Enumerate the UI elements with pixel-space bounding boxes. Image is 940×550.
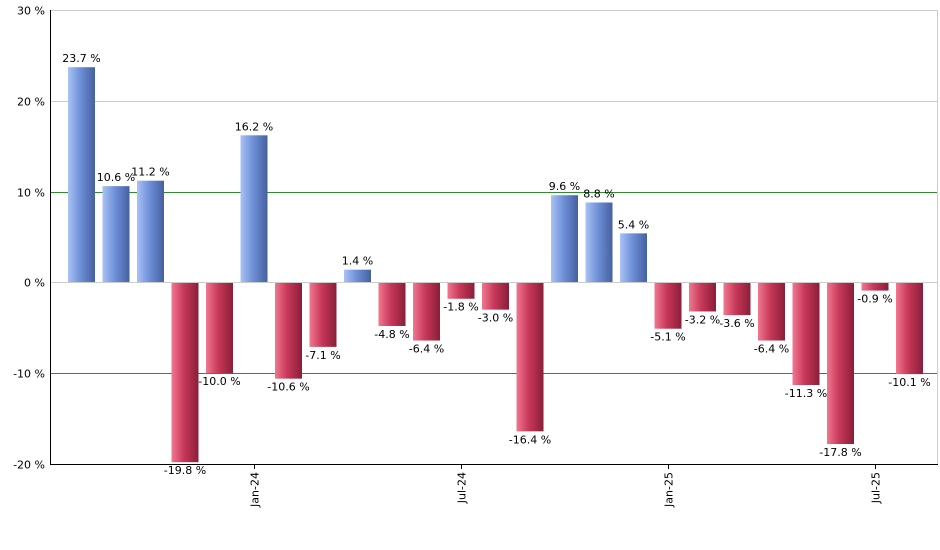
bar [447,282,475,299]
bar [896,282,923,375]
bar [413,282,440,341]
y-tick-label: -20 % [13,459,45,472]
data-label: -10.0 % [198,375,240,388]
data-labels: 23.7 % 10.6 %11.2 % -19.8 % -10.0 % 16.2 % -1… [62,52,930,477]
y-tick-label: 20 % [17,96,45,109]
axes: 30 % 20 % 10 % 0 % -10 % -20 % Jan-24 Jul-24 Jan… [13,5,938,508]
bars [68,67,923,463]
bar [309,282,337,347]
bar [102,186,130,283]
data-label: -6.4 % [754,343,789,356]
data-label: -6.4 % [409,343,444,356]
data-label: -16.4 % [509,433,551,446]
bar [689,282,716,312]
x-tick-label: Jul-24 [456,472,469,504]
data-label: 5.4 % [618,218,649,231]
data-label: 16.2 % [235,120,273,133]
data-label: 9.6 % [549,180,580,193]
bar [482,282,509,310]
data-label: -0.9 % [857,293,892,306]
data-label: -10.1 % [888,376,930,389]
bar [654,282,682,329]
data-label: -10.6 % [267,381,309,394]
data-label: -19.8 % [164,464,206,477]
y-tick-label: -10 % [13,368,45,381]
data-label: -7.1 % [305,349,340,362]
bar [68,67,95,283]
data-label: -17.8 % [819,446,861,459]
bar [516,282,544,432]
bar [378,282,406,326]
bar [861,282,889,291]
data-label: -3.2 % [685,313,720,326]
bar [240,135,268,283]
data-label: -4.8 % [374,328,409,341]
bar [275,282,302,379]
data-label: -11.3 % [785,387,827,400]
x-tick-label: Jan-24 [249,472,262,508]
bar [344,269,371,283]
bar [723,282,751,316]
data-label: 23.7 % [62,52,100,65]
bar [827,282,854,445]
bar [206,282,233,374]
data-label: -3.6 % [719,317,754,330]
x-tick-label: Jan-25 [663,472,676,508]
bar [758,282,785,341]
bar [585,202,613,283]
data-label: -1.8 % [443,301,478,314]
bar [620,233,647,283]
data-label: 11.2 % [131,166,169,179]
y-tick-label: 30 % [17,5,45,18]
bar [171,282,199,463]
data-label: -5.1 % [650,331,685,344]
data-label: -3.0 % [478,312,513,325]
data-label: 8.8 % [583,187,614,200]
x-tick-label: Jul-25 [870,472,883,504]
data-label: 10.6 % [97,171,135,184]
bar [137,180,164,283]
bar [792,282,820,386]
y-tick-label: 0 % [24,277,45,290]
bar [551,195,578,283]
data-label: 1.4 % [342,255,373,268]
y-tick-label: 10 % [17,187,45,200]
